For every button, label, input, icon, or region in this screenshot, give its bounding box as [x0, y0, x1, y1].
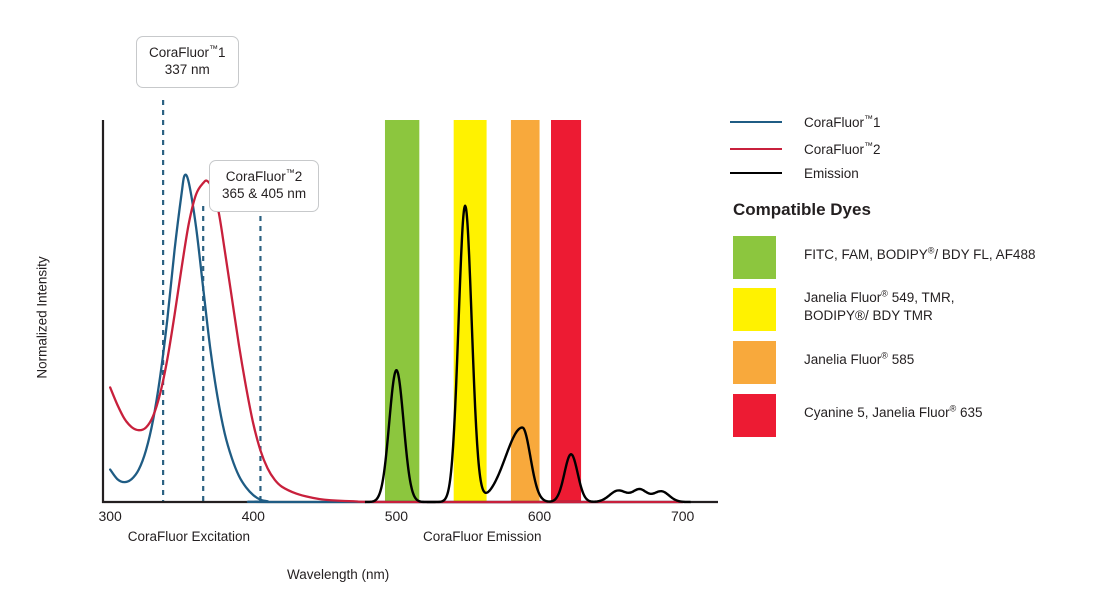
trademark-symbol: ™	[285, 167, 295, 178]
legend-line-swatch	[730, 148, 782, 150]
emission-band	[551, 120, 582, 502]
curve-corafluor1	[109, 173, 684, 504]
dye-row-green: FITC, FAM, BODIPY®/ BDY FL, AF488	[733, 236, 1035, 279]
dye-label: FITC, FAM, BODIPY®/ BDY FL, AF488	[804, 245, 1036, 262]
x-tick-300: 300	[98, 508, 122, 524]
callout-corafluor2: CoraFluor™2 365 & 405 nm	[209, 160, 320, 212]
callout-2-title: CoraFluor™2	[225, 167, 303, 184]
registered-symbol: ®	[927, 245, 935, 256]
legend-series-label: Emission	[804, 165, 859, 181]
legend-series-label: CoraFluor™2	[804, 140, 881, 157]
dye-color-swatch	[733, 341, 776, 384]
callout-1-title: CoraFluor™1	[149, 43, 226, 60]
dye-color-swatch	[733, 236, 776, 279]
x-axis-label: Wavelength (nm)	[287, 567, 390, 582]
callout-corafluor1: CoraFluor™1 337 nm	[136, 36, 239, 88]
dye-label: Cyanine 5, Janelia Fluor® 635	[804, 403, 983, 420]
dye-label: Janelia Fluor® 585	[804, 350, 915, 367]
dye-row-red: Cyanine 5, Janelia Fluor® 635	[733, 394, 983, 437]
legend-series-corafluor1: CoraFluor™1	[730, 113, 881, 131]
sub-axis-label-emission: CoraFluor Emission	[423, 529, 542, 544]
legend-series-corafluor2: CoraFluor™2	[730, 140, 881, 158]
curve-corafluor2	[109, 179, 684, 504]
y-axis-label: Normalized Intensity	[34, 256, 50, 379]
emission-filter-bands	[384, 120, 582, 502]
legend-series-emission: Emission	[730, 164, 859, 182]
x-tick-400: 400	[241, 508, 265, 524]
x-tick-500: 500	[384, 508, 409, 524]
x-tick-700: 700	[670, 508, 695, 524]
curve-emission	[364, 204, 691, 504]
registered-symbol: ®	[949, 403, 957, 414]
compatible-dyes-heading: Compatible Dyes	[733, 200, 871, 219]
dye-color-swatch	[733, 288, 776, 331]
spectra-svg	[101, 100, 718, 504]
x-tick-600: 600	[527, 508, 552, 524]
legend-panel: CoraFluor™1 CoraFluor™2 Emission Compati…	[730, 0, 1110, 612]
dye-color-swatch	[733, 394, 776, 437]
dye-label: Janelia Fluor® 549, TMR, BODIPY®/ BDY TMR	[804, 288, 955, 323]
registered-symbol: ®	[881, 288, 888, 299]
registered-symbol: ®	[881, 350, 888, 361]
emission-band	[510, 120, 540, 502]
excitation-marker-lines	[162, 100, 262, 502]
plot-area: Normalized Intensity Wavelength (nm) 300…	[34, 36, 718, 582]
trademark-symbol: ™	[209, 43, 219, 54]
spectra-curves	[109, 173, 691, 504]
legend-series-label: CoraFluor™1	[804, 113, 881, 130]
dye-row-yellow: Janelia Fluor® 549, TMR, BODIPY®/ BDY TMR	[733, 288, 954, 331]
legend-line-swatch	[730, 172, 782, 174]
callout-1-value: 337 nm	[164, 62, 210, 78]
trademark-symbol: ™	[864, 113, 874, 123]
sub-axis-label-excitation: CoraFluor Excitation	[127, 529, 251, 544]
trademark-symbol: ™	[864, 140, 874, 150]
legend-line-swatch	[730, 121, 782, 123]
dye-row-orange: Janelia Fluor® 585	[733, 341, 914, 384]
emission-band	[384, 120, 420, 502]
callout-2-value: 365 & 405 nm	[222, 186, 307, 202]
